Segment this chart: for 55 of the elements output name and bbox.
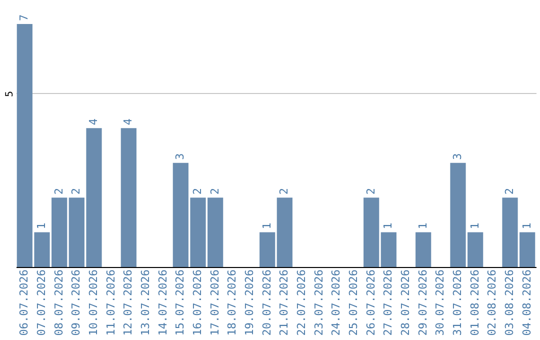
x-tick-label: 13.07.2026	[139, 270, 152, 336]
x-tick-label: 20.07.2026	[260, 270, 274, 336]
data-label: 2	[503, 188, 516, 195]
bar	[380, 232, 396, 267]
x-tick-label: 26.07.2026	[364, 270, 378, 336]
x-tick-label: 30.07.2026	[434, 270, 447, 336]
x-tick-label: 27.07.2026	[382, 270, 395, 336]
data-label: 1	[468, 222, 482, 230]
x-tick-label: 28.07.2026	[399, 270, 412, 336]
data-label: 2	[208, 188, 222, 195]
x-tick-label: 10.07.2026	[87, 270, 100, 336]
x-tick-label: 25.07.2026	[347, 270, 360, 336]
x-tick-label: 09.07.2026	[70, 270, 83, 336]
x-tick-label: 21.07.2026	[278, 270, 291, 336]
x-tick-label: 23.07.2026	[312, 270, 326, 336]
x-tick-label: 14.07.2026	[156, 270, 170, 336]
data-label: 1	[35, 222, 48, 230]
data-label: 4	[122, 118, 135, 126]
x-tick-label: 01.08.2026	[468, 270, 482, 336]
data-label: 2	[52, 188, 66, 195]
x-tick-label: 22.07.2026	[295, 270, 308, 336]
x-tick-label: 24.07.2026	[330, 270, 343, 336]
x-tick-label: 04.08.2026	[520, 270, 534, 336]
bar	[416, 232, 432, 267]
bar	[120, 128, 136, 267]
data-label: 3	[174, 153, 187, 160]
data-label: 3	[451, 153, 464, 160]
data-label: 1	[520, 222, 534, 230]
data-label: 2	[364, 188, 378, 195]
data-label: 4	[87, 118, 100, 126]
x-tick-label: 02.08.2026	[486, 270, 499, 336]
data-label: 1	[416, 222, 430, 230]
x-tick-label: 08.07.2026	[52, 270, 66, 336]
x-tick-label: 29.07.2026	[416, 270, 430, 336]
x-tick-label: 16.07.2026	[191, 270, 204, 336]
x-tick-label: 07.07.2026	[35, 270, 48, 336]
data-label: 7	[18, 14, 31, 21]
data-label: 2	[278, 188, 291, 195]
x-tick-label: 06.07.2026	[18, 270, 31, 336]
bar	[364, 198, 380, 267]
bar	[276, 198, 292, 267]
x-tick-label: 17.07.2026	[208, 270, 222, 336]
data-label: 1	[382, 222, 395, 230]
data-label: 1	[260, 222, 274, 230]
x-tick-label: 31.07.2026	[451, 270, 464, 336]
x-tick-label: 18.07.2026	[226, 270, 239, 336]
x-tick-label: 12.07.2026	[122, 270, 135, 336]
data-label: 2	[70, 188, 83, 195]
x-tick-label: 19.07.2026	[243, 270, 256, 336]
x-tick-label: 03.08.2026	[503, 270, 516, 336]
bar	[260, 232, 276, 267]
y-tick-label: 5	[4, 90, 16, 97]
x-tick-label: 11.07.2026	[104, 270, 118, 336]
x-tick-label: 15.07.2026	[174, 270, 187, 336]
data-label: 2	[191, 188, 204, 195]
